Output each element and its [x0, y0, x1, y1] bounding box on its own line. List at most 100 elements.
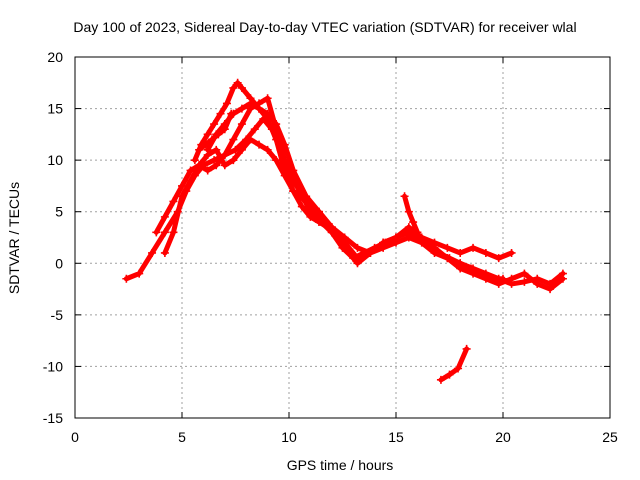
data-point	[456, 264, 465, 273]
data-point	[229, 156, 238, 165]
data-point	[314, 218, 323, 227]
data-point	[201, 140, 210, 149]
data-point	[160, 248, 169, 257]
data-point	[454, 364, 463, 373]
data-point	[481, 248, 490, 257]
y-tick-label: 20	[47, 49, 63, 65]
data-point	[203, 130, 212, 139]
data-point	[392, 233, 400, 242]
data-point	[353, 254, 362, 263]
data-point	[190, 156, 199, 165]
grid-lines	[75, 57, 610, 418]
data-point	[520, 277, 529, 286]
data-point	[469, 243, 478, 252]
data-point	[212, 145, 221, 154]
x-tick-label: 5	[178, 429, 186, 445]
x-tick-label: 0	[71, 429, 79, 445]
data-point	[272, 120, 281, 129]
x-tick-label: 10	[281, 429, 297, 445]
series-track-3	[160, 135, 567, 294]
y-tick-label: 0	[55, 255, 63, 271]
data-point	[229, 83, 238, 92]
x-axis-title: GPS time / hours	[287, 457, 394, 473]
data-point	[263, 145, 272, 154]
data-point	[227, 109, 236, 118]
data-point	[507, 274, 516, 283]
data-point	[237, 83, 246, 92]
data-point	[255, 104, 264, 113]
data-point	[272, 135, 281, 144]
data-point	[430, 238, 439, 247]
data-point	[404, 207, 413, 216]
data-point	[443, 254, 452, 263]
data-point	[306, 212, 315, 221]
data-point	[297, 202, 306, 211]
data-point	[169, 228, 178, 237]
data-point	[379, 238, 388, 247]
data-point	[289, 187, 298, 196]
data-point	[323, 223, 332, 232]
data-point	[250, 125, 259, 134]
data-point	[400, 192, 409, 201]
x-tick-label: 20	[495, 429, 511, 445]
data-point	[229, 135, 238, 144]
data-point	[558, 274, 567, 283]
data-point	[430, 248, 439, 257]
data-point	[436, 375, 445, 384]
y-tick-label: -10	[43, 358, 63, 374]
data-point	[546, 285, 555, 294]
data-point	[210, 156, 219, 165]
data-point	[507, 248, 516, 257]
data-point	[203, 166, 212, 175]
data-layer	[122, 78, 567, 384]
data-point	[462, 344, 471, 353]
data-point	[122, 274, 131, 283]
data-point	[195, 161, 204, 170]
data-point	[203, 145, 212, 154]
data-point	[456, 248, 465, 257]
data-point	[280, 166, 289, 175]
data-point	[533, 279, 542, 288]
chart-title: Day 100 of 2023, Sidereal Day-to-day VTE…	[73, 19, 576, 35]
data-point	[237, 145, 246, 154]
data-point	[263, 94, 272, 103]
data-point	[404, 233, 413, 242]
data-point	[207, 135, 216, 144]
series-trace	[402, 193, 420, 235]
data-point	[494, 279, 503, 288]
data-point	[246, 99, 255, 108]
data-point	[237, 104, 246, 113]
data-point	[186, 166, 195, 175]
series-track-7	[400, 192, 422, 237]
data-point	[340, 233, 349, 242]
plot-frame	[74, 56, 611, 419]
data-point	[195, 145, 204, 154]
data-point	[216, 109, 225, 118]
data-point	[413, 228, 422, 237]
data-point	[212, 161, 221, 170]
x-tick-label: 15	[388, 429, 404, 445]
data-point	[148, 248, 157, 257]
data-point	[233, 78, 242, 87]
data-point	[246, 135, 255, 144]
data-point	[409, 218, 418, 227]
data-point	[220, 161, 229, 170]
data-point	[169, 197, 178, 206]
data-point	[494, 254, 503, 263]
data-point	[353, 243, 362, 252]
data-point	[152, 228, 161, 237]
data-point	[404, 223, 413, 232]
data-point	[314, 207, 323, 216]
series-track-8	[436, 344, 471, 384]
data-point	[481, 274, 490, 283]
data-point	[255, 140, 264, 149]
data-point	[222, 99, 231, 108]
data-point	[469, 269, 478, 278]
data-point	[178, 181, 186, 190]
series-trace	[196, 111, 234, 153]
y-tick-label: 10	[47, 152, 63, 168]
data-point	[214, 130, 223, 139]
data-point	[220, 150, 229, 159]
data-point	[366, 248, 375, 257]
